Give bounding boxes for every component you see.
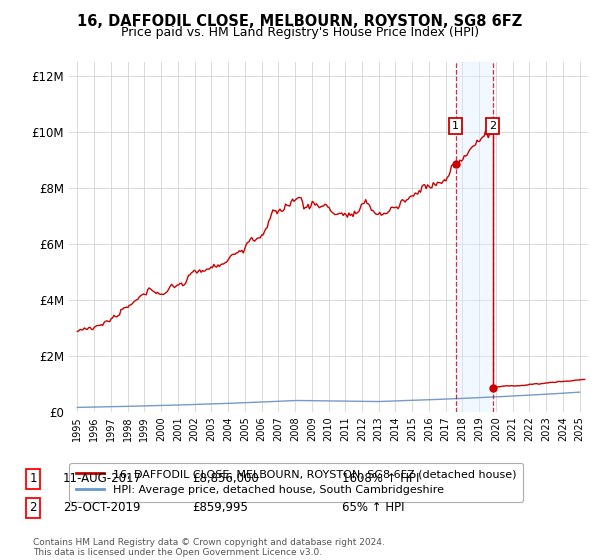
Text: 1: 1 <box>29 472 37 486</box>
Text: 65% ↑ HPI: 65% ↑ HPI <box>342 501 404 515</box>
Bar <box>456 62 493 412</box>
Text: 16, DAFFODIL CLOSE, MELBOURN, ROYSTON, SG8 6FZ: 16, DAFFODIL CLOSE, MELBOURN, ROYSTON, S… <box>77 14 523 29</box>
Text: 2: 2 <box>489 121 496 131</box>
Text: 25-OCT-2019: 25-OCT-2019 <box>63 501 140 515</box>
Text: Price paid vs. HM Land Registry's House Price Index (HPI): Price paid vs. HM Land Registry's House … <box>121 26 479 39</box>
Text: 1: 1 <box>452 121 459 131</box>
Text: 1608% ↑ HPI: 1608% ↑ HPI <box>342 472 419 486</box>
Text: £8,856,000: £8,856,000 <box>192 472 259 486</box>
Legend: 16, DAFFODIL CLOSE, MELBOURN, ROYSTON, SG8 6FZ (detached house), HPI: Average pr: 16, DAFFODIL CLOSE, MELBOURN, ROYSTON, S… <box>70 463 523 502</box>
Text: Contains HM Land Registry data © Crown copyright and database right 2024.
This d: Contains HM Land Registry data © Crown c… <box>33 538 385 557</box>
Text: £859,995: £859,995 <box>192 501 248 515</box>
Text: 2: 2 <box>29 501 37 515</box>
Text: 11-AUG-2017: 11-AUG-2017 <box>63 472 142 486</box>
